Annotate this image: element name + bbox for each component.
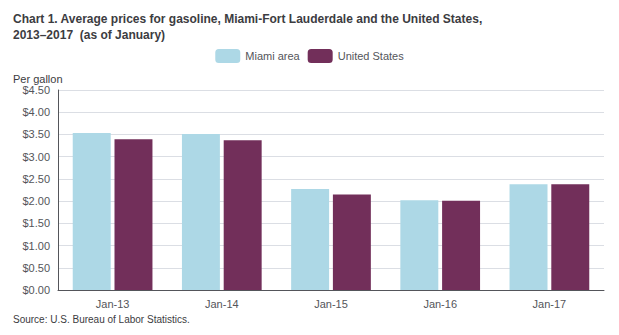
svg-text:$2.50: $2.50 [22, 173, 50, 185]
svg-text:$1.00: $1.00 [22, 240, 50, 252]
svg-text:$3.00: $3.00 [22, 151, 50, 163]
svg-text:Per gallon: Per gallon [13, 73, 63, 85]
svg-text:$2.00: $2.00 [22, 195, 50, 207]
svg-text:Jan-17: Jan-17 [533, 298, 567, 310]
svg-text:Jan-13: Jan-13 [96, 298, 130, 310]
svg-text:Jan-14: Jan-14 [205, 298, 239, 310]
svg-text:Source: U.S. Bureau of Labor S: Source: U.S. Bureau of Labor Statistics. [13, 314, 190, 325]
svg-text:Jan-15: Jan-15 [314, 298, 348, 310]
svg-text:$3.50: $3.50 [22, 128, 50, 140]
svg-text:Miami area: Miami area [245, 50, 300, 62]
svg-text:2013–2017 (as of January): 2013–2017 (as of January) [13, 28, 165, 42]
svg-text:$4.50: $4.50 [22, 84, 50, 96]
svg-text:$0.50: $0.50 [22, 262, 50, 274]
svg-text:$0.00: $0.00 [22, 284, 50, 296]
svg-text:United States: United States [338, 50, 405, 62]
svg-text:Jan-16: Jan-16 [423, 298, 457, 310]
svg-text:$4.00: $4.00 [22, 106, 50, 118]
svg-text:Chart 1. Average prices for ga: Chart 1. Average prices for gasoline, Mi… [13, 12, 482, 26]
svg-text:$1.50: $1.50 [22, 217, 50, 229]
